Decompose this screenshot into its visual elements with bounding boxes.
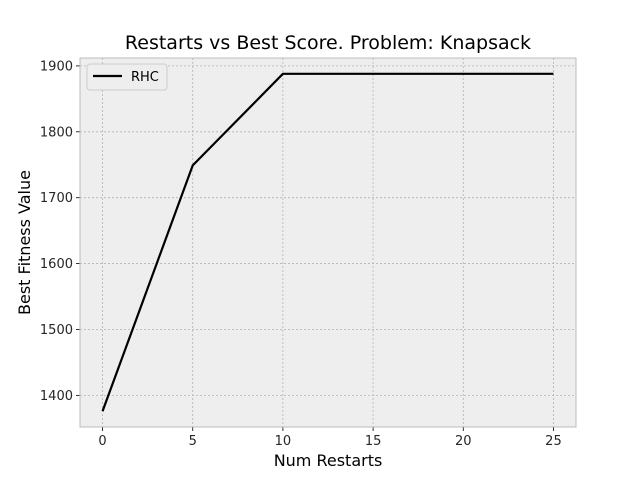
series-line-rhc [101, 72, 554, 412]
y-tick-label: 1700 [40, 191, 73, 206]
x-axis-label: Num Restarts [274, 451, 383, 470]
x-tick-label: 25 [545, 434, 562, 449]
y-tick-label: 1600 [40, 257, 73, 272]
x-tick-label: 20 [455, 434, 472, 449]
legend-label-rhc: RHC [131, 70, 159, 85]
x-axis-ticks: 0 5 10 15 20 25 [98, 427, 562, 449]
x-tick-label: 5 [189, 434, 197, 449]
y-tick-label: 1900 [40, 59, 73, 74]
x-tick-label: 0 [98, 434, 106, 449]
legend-box [86, 63, 168, 91]
y-tick-label: 1500 [40, 323, 73, 338]
plot-frame [79, 57, 577, 428]
x-tick-label: 15 [365, 434, 382, 449]
plot-area [80, 58, 576, 427]
y-axis-label: Best Fitness Value [15, 170, 34, 315]
chart-title: Restarts vs Best Score. Problem: Knapsac… [125, 32, 531, 54]
grid-lines [80, 58, 576, 427]
legend: RHC [86, 63, 168, 91]
y-tick-label: 1400 [40, 389, 73, 404]
y-axis-ticks: 1400 1500 1600 1700 1800 1900 [40, 59, 80, 404]
series-group [101, 72, 554, 412]
x-tick-label: 10 [275, 434, 292, 449]
y-tick-label: 1800 [40, 125, 73, 140]
